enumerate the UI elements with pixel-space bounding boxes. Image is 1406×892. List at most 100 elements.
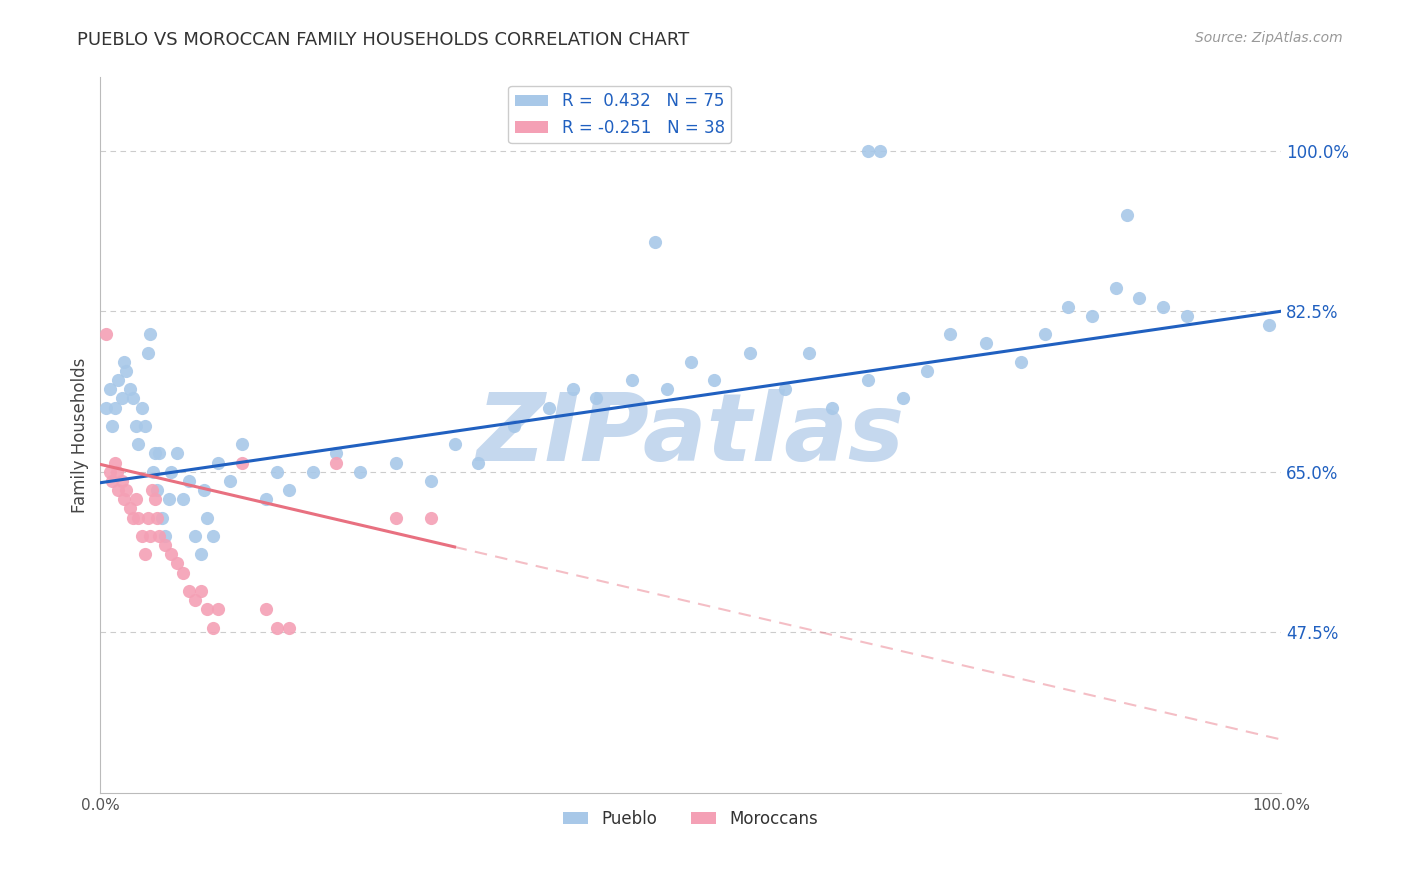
Point — [146, 510, 169, 524]
Point — [160, 547, 183, 561]
Point — [136, 345, 159, 359]
Point — [219, 474, 242, 488]
Point — [384, 456, 406, 470]
Point — [131, 401, 153, 415]
Point — [134, 547, 156, 561]
Point — [325, 456, 347, 470]
Point — [112, 492, 135, 507]
Point — [125, 492, 148, 507]
Point — [856, 373, 879, 387]
Point — [278, 483, 301, 497]
Point — [915, 364, 938, 378]
Point — [190, 547, 212, 561]
Point — [1010, 354, 1032, 368]
Point — [266, 621, 288, 635]
Point — [107, 373, 129, 387]
Point — [127, 510, 149, 524]
Point — [98, 382, 121, 396]
Point — [266, 465, 288, 479]
Point — [155, 529, 177, 543]
Point — [96, 327, 118, 342]
Point — [856, 144, 879, 158]
Point — [115, 483, 138, 497]
Point — [127, 437, 149, 451]
Point — [655, 382, 678, 396]
Point — [136, 510, 159, 524]
Point — [738, 345, 761, 359]
Text: ZIPatlas: ZIPatlas — [477, 389, 904, 481]
Point — [620, 373, 643, 387]
Point — [184, 593, 207, 607]
Point — [101, 474, 124, 488]
Point — [1258, 318, 1281, 332]
Point — [1128, 291, 1150, 305]
Point — [278, 621, 301, 635]
Point — [1057, 300, 1080, 314]
Point — [869, 144, 891, 158]
Point — [349, 465, 371, 479]
Point — [148, 446, 170, 460]
Point — [193, 483, 215, 497]
Point — [122, 392, 145, 406]
Point — [122, 510, 145, 524]
Text: PUEBLO VS MOROCCAN FAMILY HOUSEHOLDS CORRELATION CHART: PUEBLO VS MOROCCAN FAMILY HOUSEHOLDS COR… — [77, 31, 689, 49]
Point — [143, 446, 166, 460]
Point — [141, 483, 163, 497]
Point — [142, 465, 165, 479]
Point — [105, 465, 128, 479]
Point — [160, 465, 183, 479]
Point — [107, 483, 129, 497]
Point — [419, 474, 441, 488]
Point — [103, 456, 125, 470]
Point — [143, 492, 166, 507]
Point — [1033, 327, 1056, 342]
Point — [166, 446, 188, 460]
Point — [125, 418, 148, 433]
Point — [207, 456, 229, 470]
Point — [821, 401, 844, 415]
Point — [101, 418, 124, 433]
Point — [148, 529, 170, 543]
Point — [1152, 300, 1174, 314]
Point — [195, 510, 218, 524]
Point — [939, 327, 962, 342]
Point — [254, 492, 277, 507]
Point — [195, 602, 218, 616]
Point — [773, 382, 796, 396]
Point — [146, 483, 169, 497]
Point — [98, 465, 121, 479]
Point — [1081, 309, 1104, 323]
Point — [207, 602, 229, 616]
Point — [644, 235, 666, 250]
Point — [110, 392, 132, 406]
Point — [166, 557, 188, 571]
Point — [134, 418, 156, 433]
Point — [131, 529, 153, 543]
Point — [184, 529, 207, 543]
Point — [537, 401, 560, 415]
Point — [155, 538, 177, 552]
Point — [139, 327, 162, 342]
Point — [201, 621, 224, 635]
Point — [177, 583, 200, 598]
Point — [110, 474, 132, 488]
Point — [231, 437, 253, 451]
Point — [172, 566, 194, 580]
Point — [177, 474, 200, 488]
Point — [1175, 309, 1198, 323]
Point — [302, 465, 325, 479]
Point — [467, 456, 489, 470]
Point — [115, 364, 138, 378]
Point — [118, 382, 141, 396]
Point — [325, 446, 347, 460]
Point — [96, 401, 118, 415]
Point — [190, 583, 212, 598]
Point — [139, 529, 162, 543]
Legend: Pueblo, Moroccans: Pueblo, Moroccans — [557, 803, 825, 834]
Point — [201, 529, 224, 543]
Point — [172, 492, 194, 507]
Text: Source: ZipAtlas.com: Source: ZipAtlas.com — [1195, 31, 1343, 45]
Point — [231, 456, 253, 470]
Point — [150, 510, 173, 524]
Point — [384, 510, 406, 524]
